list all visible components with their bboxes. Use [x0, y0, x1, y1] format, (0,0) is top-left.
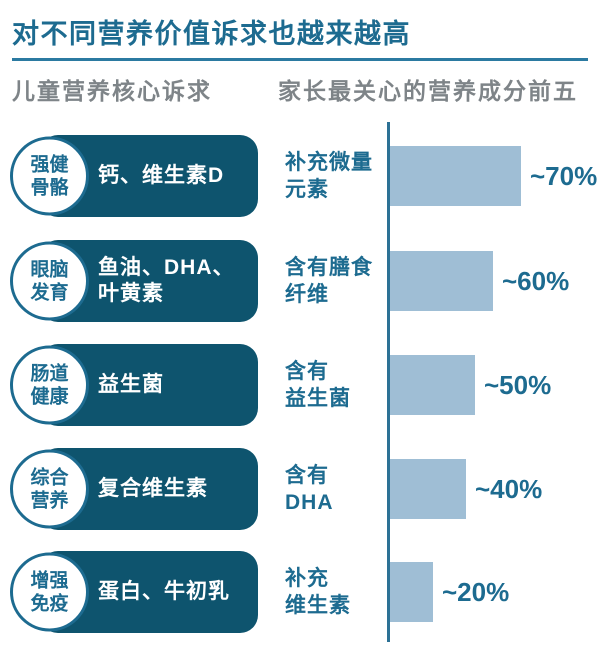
right-column-header: 家长最关心的营养成分前五 — [278, 78, 578, 104]
need-label: 增强 免疫 — [30, 570, 69, 614]
bar-value-label: ~60% — [502, 265, 570, 296]
bar — [390, 251, 493, 311]
bar-value-label: ~40% — [475, 473, 543, 504]
title-underline — [12, 58, 588, 61]
bar-group: ~60% — [390, 251, 569, 311]
concern-label: 含有膳食 纤维 — [285, 256, 373, 306]
bar — [390, 562, 433, 622]
need-label: 强健 骨骼 — [30, 154, 69, 198]
bar — [390, 355, 475, 415]
need-circle: 眼脑 发育 — [10, 241, 89, 321]
concern-label: 补充微量 元素 — [285, 151, 373, 201]
nutrient-pill-label: 钙、维生素D — [98, 164, 225, 187]
page-title: 对不同营养价值诉求也越来越高 — [12, 19, 411, 49]
need-label: 眼脑 发育 — [30, 259, 69, 303]
left-column-header: 儿童营养核心诉求 — [12, 78, 212, 104]
nutrient-pill-label: 蛋白、牛初乳 — [98, 580, 230, 603]
need-label: 综合 营养 — [30, 467, 69, 511]
need-label: 肠道 健康 — [30, 363, 69, 407]
bar-value-label: ~20% — [442, 576, 510, 607]
nutrient-pill-label: 益生菌 — [98, 373, 164, 396]
concern-label: 含有 DHA — [285, 464, 334, 514]
bar-value-label: ~70% — [530, 160, 598, 191]
concern-label: 含有 益生菌 — [285, 360, 351, 410]
need-circle: 增强 免疫 — [10, 552, 89, 632]
need-circle: 综合 营养 — [10, 449, 89, 529]
bar — [390, 459, 466, 519]
concern-label: 补充 维生素 — [285, 567, 351, 617]
nutrient-pill-label: 复合维生素 — [98, 477, 208, 500]
bar-group: ~70% — [390, 146, 597, 206]
need-circle: 强健 骨骼 — [10, 136, 89, 216]
bar-group: ~20% — [390, 562, 509, 622]
bar-group: ~50% — [390, 355, 551, 415]
bar-value-label: ~50% — [484, 369, 552, 400]
need-circle: 肠道 健康 — [10, 345, 89, 425]
bar-group: ~40% — [390, 459, 542, 519]
nutrient-pill-label: 鱼油、DHA、 叶黄素 — [98, 256, 235, 305]
chart-axis-line — [387, 122, 390, 642]
bar — [390, 146, 521, 206]
